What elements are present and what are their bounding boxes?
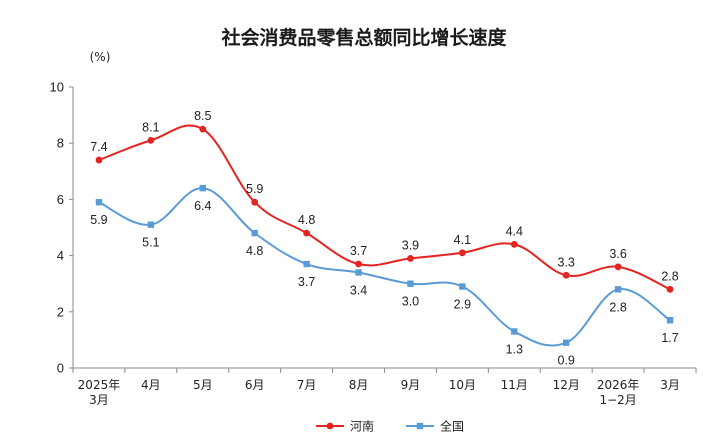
data-point	[614, 263, 622, 271]
x-tick-label: 1−2月	[599, 393, 636, 407]
data-point	[563, 339, 570, 346]
series-henan: 7.4 8.1 8.5 5.9 4.8 3.7 3.9 4.1 4.4 3.3 3.6 2.8	[90, 109, 679, 293]
legend-marker	[416, 422, 424, 430]
data-point	[562, 271, 570, 279]
data-label: 4.8	[246, 244, 263, 258]
y-tick-label: 0	[57, 361, 64, 376]
data-label: 2.8	[609, 300, 626, 314]
y-tick-labels: 0 2 4 6 8 10	[50, 80, 64, 376]
y-tick-label: 6	[57, 192, 64, 207]
y-tick-label: 10	[50, 80, 64, 95]
series-layer: 7.48.18.55.94.83.7 3.9 4.14.43.33.62.85.95…	[90, 109, 679, 368]
data-label: 3.3	[558, 255, 575, 269]
series-line	[98, 187, 671, 347]
x-tick-label: 7月	[297, 378, 317, 392]
data-point	[251, 198, 259, 206]
data-label: 1.7	[661, 331, 678, 345]
data-point	[510, 240, 518, 248]
data-label: 3.6	[609, 247, 626, 261]
series-national: 5.9 5.1 6.4 4.8 3.7 3.4 3.0 2.9 1.3 0.9 2.8 1.7	[90, 184, 679, 368]
x-tick-label: 3月	[89, 393, 109, 407]
data-label: 1.3	[506, 342, 523, 356]
data-label: 3.7	[350, 244, 367, 258]
data-label: 2.9	[454, 298, 471, 312]
data-label: 3.0	[402, 295, 419, 309]
y-axis-unit-label: (%)	[90, 50, 111, 64]
x-tick-label: 2025年	[78, 378, 121, 392]
data-point	[95, 199, 103, 206]
legend-item: 河南	[316, 419, 374, 434]
x-tick-label: 3月	[660, 378, 680, 392]
x-tick-label: 6月	[245, 378, 265, 392]
y-tick-label: 2	[57, 304, 64, 319]
x-tick-label: 5月	[193, 378, 213, 392]
x-tick-label: 2026年	[597, 378, 640, 392]
data-label: 4.4	[506, 224, 523, 238]
data-point	[459, 283, 466, 290]
data-point	[147, 136, 155, 144]
data-point	[614, 286, 622, 293]
data-point	[303, 229, 311, 237]
data-label: 5.1	[142, 236, 159, 250]
x-tick-label: 8月	[349, 378, 369, 392]
data-point	[458, 249, 466, 257]
data-label: 8.1	[142, 120, 159, 134]
data-point	[355, 260, 362, 268]
x-tick-label: 10月	[449, 378, 476, 392]
data-point	[511, 328, 518, 335]
data-point	[407, 280, 414, 287]
data-label: 5.9	[246, 182, 263, 196]
legend: 河南 全国	[316, 419, 464, 434]
data-label: 3.7	[298, 275, 315, 289]
data-point	[666, 285, 674, 293]
legend-item: 全国	[406, 419, 464, 434]
data-label: 3.9	[402, 238, 419, 252]
data-point	[355, 269, 362, 276]
data-point	[147, 221, 155, 228]
chart-title: 社会消费品零售总额同比增长速度	[220, 26, 507, 49]
data-point	[199, 125, 207, 133]
legend-marker	[326, 422, 334, 430]
x-tick-label: 4月	[141, 378, 161, 392]
x-tick-label: 9月	[401, 378, 421, 392]
data-point	[199, 184, 206, 192]
data-label: 2.8	[661, 269, 678, 283]
data-label: 0.9	[558, 354, 575, 368]
series-line	[98, 124, 671, 291]
data-point	[95, 156, 103, 164]
data-label: 5.9	[90, 213, 107, 227]
legend-label: 全国	[440, 419, 464, 434]
data-label: 4.8	[298, 213, 315, 227]
x-tick-label: 12月	[553, 378, 580, 392]
data-point	[303, 260, 310, 268]
y-tick-label: 4	[57, 248, 64, 263]
data-point	[251, 229, 258, 237]
axes	[69, 86, 697, 373]
data-label: 3.4	[350, 283, 367, 297]
data-label: 6.4	[194, 199, 211, 213]
legend-label: 河南	[350, 419, 374, 434]
data-point	[666, 317, 674, 324]
data-label: 8.5	[194, 109, 211, 123]
data-point	[407, 255, 414, 262]
y-tick-label: 8	[57, 136, 64, 151]
data-label: 7.4	[90, 140, 107, 154]
x-tick-label: 11月	[501, 378, 528, 392]
data-label: 4.1	[454, 233, 471, 247]
